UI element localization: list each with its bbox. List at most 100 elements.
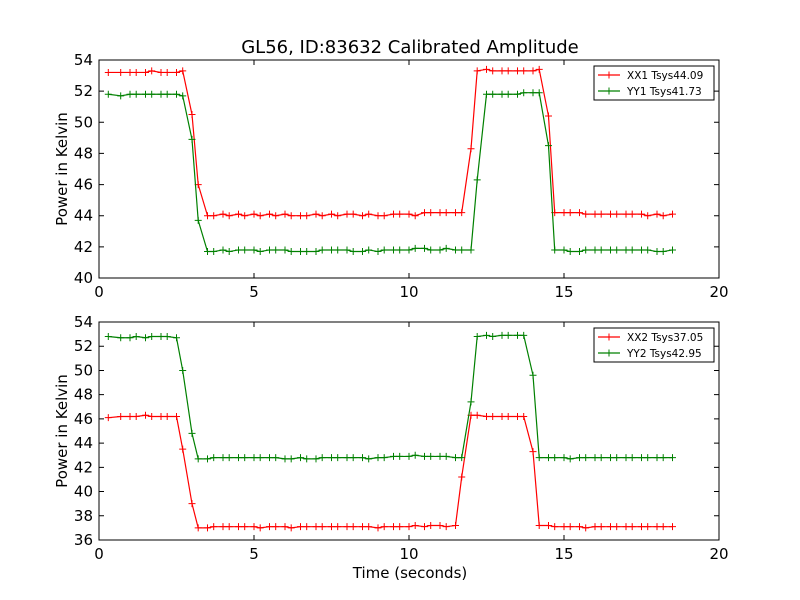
data-point-marker: [204, 248, 211, 256]
data-point-marker: [256, 212, 264, 220]
data-point-marker: [334, 246, 342, 254]
y-tick-label: 40: [74, 483, 93, 501]
data-point-marker: [498, 90, 506, 98]
data-point-marker: [427, 246, 435, 254]
data-point-marker: [328, 523, 335, 531]
data-point-marker: [498, 67, 506, 75]
data-point-marker: [582, 210, 590, 218]
data-point-marker: [644, 454, 652, 462]
data-point-marker: [142, 90, 149, 98]
data-point-marker: [489, 67, 497, 75]
data-point-marker: [628, 523, 636, 531]
data-point-marker: [427, 452, 435, 460]
data-point-marker: [287, 455, 295, 463]
data-point-marker: [173, 334, 180, 342]
data-point-marker: [359, 523, 366, 531]
data-point-marker: [607, 523, 614, 531]
y-axis-label: Power in Kelvin: [53, 374, 71, 488]
data-point-marker: [380, 212, 388, 220]
data-point-marker: [411, 244, 419, 252]
data-point-marker: [566, 455, 574, 463]
data-point-marker: [126, 334, 134, 342]
y-tick-label: 44: [74, 207, 93, 225]
y-tick-label: 46: [74, 410, 93, 428]
legend: XX2 Tsys37.05 YY2 Tsys42.95: [593, 327, 715, 363]
data-point-marker: [467, 246, 475, 254]
y-tick-label: 38: [74, 507, 93, 525]
data-point-marker: [117, 412, 125, 420]
data-point-marker: [613, 246, 621, 254]
legend-marker-swatch: [605, 87, 613, 95]
series-2-1: [104, 411, 676, 532]
data-point-marker: [597, 454, 605, 462]
data-point-marker: [452, 246, 459, 254]
data-point-marker: [442, 244, 450, 252]
data-point-marker: [421, 523, 428, 531]
data-point-marker: [188, 111, 196, 118]
data-point-marker: [591, 523, 599, 531]
data-point-marker: [210, 523, 218, 531]
data-point-marker: [225, 212, 233, 220]
data-point-marker: [442, 523, 450, 531]
data-point-marker: [498, 331, 506, 339]
data-point-marker: [328, 454, 335, 462]
data-point-marker: [297, 212, 304, 220]
x-tick-label: 20: [709, 545, 728, 563]
data-point-marker: [529, 67, 537, 75]
legend-box: [593, 65, 715, 101]
y-tick-label: 42: [74, 458, 93, 476]
data-point-marker: [126, 412, 134, 420]
data-point-marker: [318, 212, 326, 220]
y-tick-label: 50: [74, 113, 93, 131]
data-point-marker: [483, 412, 490, 420]
data-point-marker: [380, 454, 388, 462]
y-tick-label: 36: [74, 531, 93, 549]
legend-entry: YY1 Tsys41.73: [598, 86, 702, 98]
data-point-marker: [405, 523, 413, 531]
data-point-marker: [343, 523, 351, 531]
data-point-marker: [489, 412, 497, 420]
data-point-marker: [504, 412, 512, 420]
data-point-marker: [157, 68, 165, 76]
data-point-marker: [104, 414, 112, 422]
x-tick-label: 10: [399, 545, 418, 563]
data-point-marker: [483, 90, 490, 98]
data-point-marker: [225, 248, 233, 256]
data-point-marker: [467, 145, 475, 153]
data-point-marker: [281, 523, 289, 531]
data-point-marker: [303, 523, 311, 531]
data-point-marker: [142, 68, 149, 76]
data-point-marker: [458, 246, 466, 254]
legend-marker-swatch: [605, 349, 613, 357]
data-point-marker: [104, 333, 112, 341]
data-point-marker: [126, 68, 134, 76]
data-point-marker: [173, 68, 180, 76]
data-point-marker: [318, 246, 326, 254]
y-tick-label: 52: [74, 337, 93, 355]
legend-entry: XX2 Tsys37.05: [598, 332, 703, 344]
data-point-marker: [529, 371, 537, 379]
data-point-marker: [551, 246, 559, 254]
data-point-marker: [250, 210, 258, 218]
legend-entry: XX1 Tsys44.09: [598, 70, 703, 82]
data-point-marker: [576, 209, 583, 217]
data-point-marker: [365, 455, 373, 463]
data-point-marker: [365, 210, 373, 218]
data-point-marker: [132, 68, 140, 76]
data-point-marker: [582, 246, 590, 254]
data-point-marker: [219, 246, 227, 254]
y-tick-label: 48: [74, 386, 93, 404]
data-point-marker: [157, 90, 165, 98]
data-point-marker: [514, 331, 521, 339]
data-point-marker: [266, 454, 273, 462]
data-point-marker: [427, 521, 435, 529]
data-point-marker: [504, 331, 512, 339]
data-point-marker: [343, 246, 351, 254]
data-point-marker: [359, 248, 366, 256]
legend-label: YY1 Tsys41.73: [626, 86, 702, 98]
data-point-marker: [535, 89, 543, 97]
data-point-marker: [157, 412, 165, 420]
data-point-marker: [312, 210, 320, 218]
data-point-marker: [560, 209, 568, 217]
bottom-plot: 0 5 10 15 20 36 38 40 42 44 46 48 50 52 54 Power in Kel…: [53, 313, 729, 563]
